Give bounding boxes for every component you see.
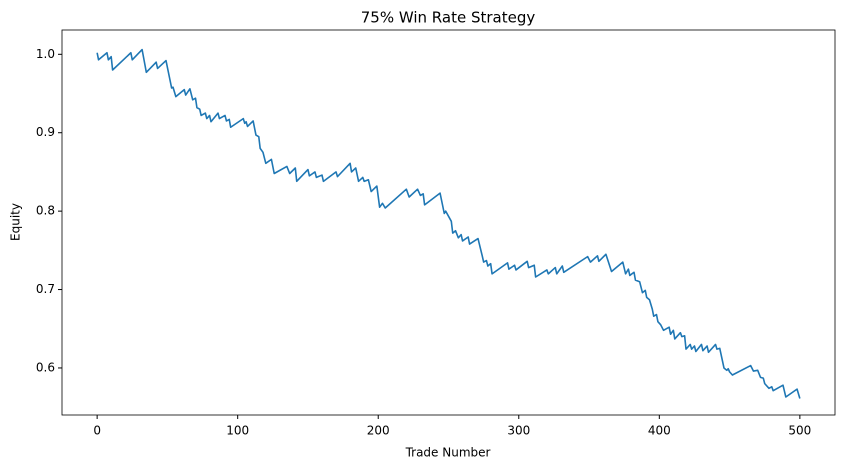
y-tick-label: 0.7 xyxy=(36,282,55,296)
x-tick-label: 100 xyxy=(226,424,249,438)
x-tick-label: 300 xyxy=(507,424,530,438)
y-tick-label: 1.0 xyxy=(36,47,55,61)
y-tick-label: 0.6 xyxy=(36,360,55,374)
x-tick-label: 400 xyxy=(648,424,671,438)
y-tick-label: 0.9 xyxy=(36,125,55,139)
y-axis-label: Equity xyxy=(9,203,23,241)
line-series xyxy=(96,48,801,399)
x-tick-label: 0 xyxy=(93,424,101,438)
chart-title: 75% Win Rate Strategy xyxy=(361,9,536,27)
y-tick-label: 0.8 xyxy=(36,204,55,218)
plot-frame xyxy=(61,29,836,416)
x-tick-label: 200 xyxy=(367,424,390,438)
x-axis-label: Trade Number xyxy=(405,446,491,460)
x-tick-label: 500 xyxy=(788,424,811,438)
